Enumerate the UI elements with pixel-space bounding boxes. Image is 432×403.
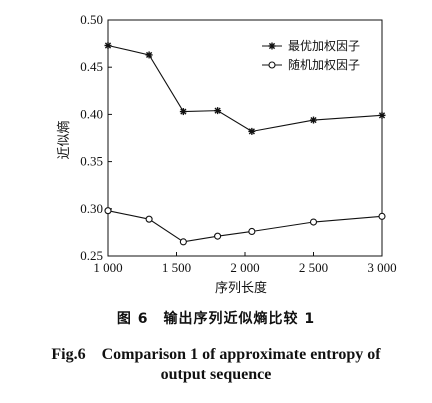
series-1-point [310, 116, 317, 124]
y-tick-label: 0.35 [80, 154, 103, 169]
series-2-point [145, 215, 153, 223]
x-tick-label: 2 500 [299, 260, 328, 275]
series-2 [104, 207, 386, 246]
legend-label: 最优加权因子 [288, 39, 360, 53]
legend-label: 随机加权因子 [288, 57, 360, 72]
series-1-point [179, 108, 187, 116]
series-2-point [179, 238, 187, 246]
y-tick-label: 0.25 [80, 248, 103, 263]
y-axis-label: 近似熵 [56, 120, 72, 159]
y-tick-label: 0.40 [80, 106, 103, 121]
y-tick-label: 0.50 [80, 12, 103, 27]
legend-item-2: 随机加权因子 [262, 57, 360, 72]
series-2-point [309, 218, 318, 226]
series-2-point [214, 232, 222, 240]
x-tick-label: 1 500 [162, 260, 191, 275]
series-1-point [104, 41, 112, 49]
figure-caption-zh: 图 6 输出序列近似熵比较 1 [116, 311, 316, 327]
series-2-point [104, 207, 112, 215]
line-chart: 1 000 1 500 2 000 2 500 3 000 0.250.300.350.… [56, 12, 397, 296]
x-tick-label: 2 000 [230, 260, 259, 275]
x-axis-ticks: 1 000 1 500 2 000 2 500 3 000 [93, 252, 397, 275]
series-1-point [214, 107, 222, 115]
y-axis-ticks: 0.25 0.30 0.35 0.40 0.45 0.50 [80, 12, 112, 263]
series-1-point [248, 127, 256, 135]
legend-marker [268, 61, 276, 69]
legend-marker [268, 42, 276, 50]
x-axis-label: 序列长度 [215, 280, 267, 296]
y-tick-label: 0.45 [80, 59, 103, 74]
series-1-point [378, 111, 386, 119]
series-1 [104, 41, 386, 135]
y-tick-label: 0.30 [80, 201, 103, 216]
legend-item-1: 最优加权因子 [262, 39, 360, 53]
series-1-point [145, 51, 153, 59]
data-series [104, 41, 386, 246]
figure-caption-en-line2: output sequence [160, 366, 272, 383]
series-2-line [107, 210, 383, 243]
series-2-point [378, 212, 386, 220]
series-2-point [248, 227, 256, 236]
figure-caption-en-line1: Fig.6 Comparison 1 of approximate entrop… [51, 346, 381, 363]
x-tick-label: 1 000 [93, 260, 122, 275]
x-tick-label: 3 000 [367, 260, 396, 275]
